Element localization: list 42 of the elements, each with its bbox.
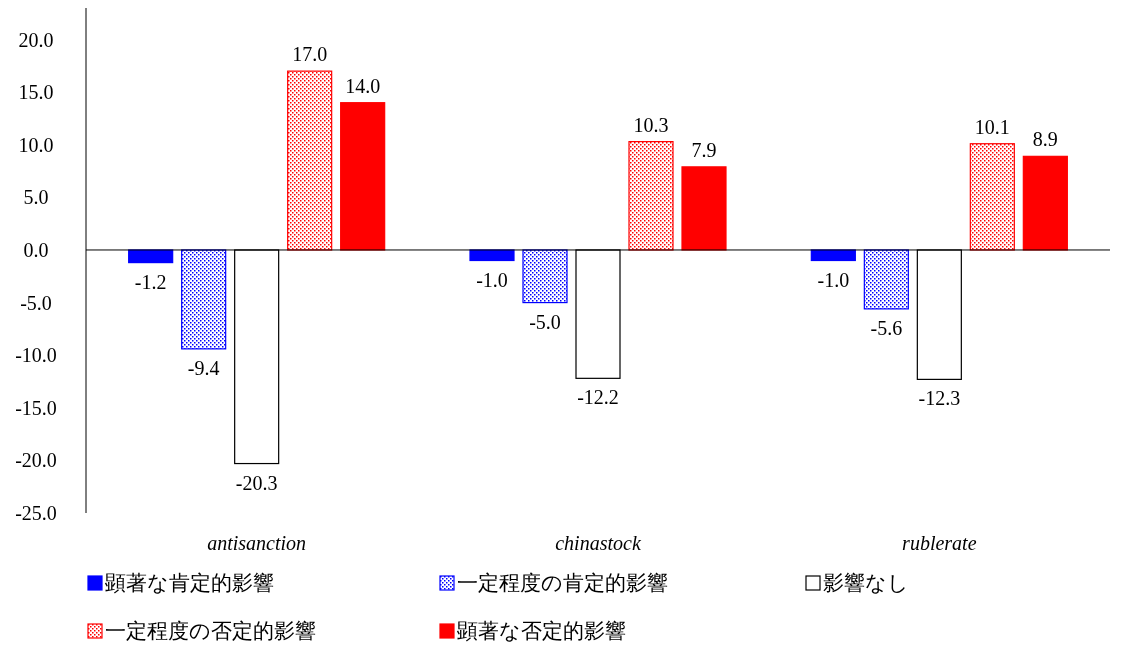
- y-tick-label: -10.0: [15, 344, 57, 367]
- bar: [628, 141, 674, 251]
- data-label: -12.3: [918, 387, 961, 410]
- x-tick-label: chinastock: [555, 532, 642, 554]
- data-label: 10.3: [633, 113, 669, 136]
- y-tick-label: 5.0: [23, 186, 49, 209]
- y-tick-label: 10.0: [18, 133, 54, 156]
- data-label: 10.1: [974, 115, 1010, 138]
- y-tick-label: -5.0: [20, 291, 52, 314]
- bar: [681, 166, 727, 251]
- y-tick-label: 0.0: [23, 238, 49, 261]
- bar: [969, 143, 1015, 251]
- legend-label: 一定程度の肯定的影響: [457, 571, 668, 596]
- data-label: 8.9: [1032, 128, 1058, 151]
- legend-label: 顕著な肯定的影響: [104, 571, 274, 596]
- data-label: -1.0: [476, 268, 508, 291]
- legend-label: 一定程度の否定的影響: [105, 619, 316, 644]
- data-label: -9.4: [187, 356, 220, 379]
- y-tick-label: 20.0: [18, 28, 54, 51]
- bar: [181, 249, 227, 350]
- data-label: 7.9: [691, 138, 717, 161]
- y-tick-label: 15.0: [18, 81, 54, 104]
- y-tick-label: -20.0: [15, 449, 57, 472]
- data-label: -5.6: [870, 316, 903, 339]
- y-tick-label: -15.0: [15, 396, 57, 419]
- y-tick-label: -25.0: [15, 502, 57, 524]
- bar: [522, 249, 568, 304]
- data-label: -5.0: [529, 310, 561, 333]
- data-label: 17.0: [292, 43, 328, 66]
- x-tick-label: antisanction: [207, 532, 307, 554]
- x-tick-label: rublerate: [902, 532, 977, 554]
- legend-label: 顕著な否定的影響: [456, 619, 626, 644]
- bar: [863, 249, 909, 310]
- data-label: -1.2: [134, 270, 167, 293]
- data-label: -1.0: [817, 268, 850, 291]
- bar: [340, 102, 386, 251]
- bar: [1022, 155, 1068, 251]
- legend-label: 影響なし: [823, 571, 909, 596]
- data-label: -12.2: [577, 386, 619, 409]
- data-label: 14.0: [345, 74, 381, 97]
- bar: [287, 70, 333, 251]
- data-label: -20.3: [235, 471, 278, 494]
